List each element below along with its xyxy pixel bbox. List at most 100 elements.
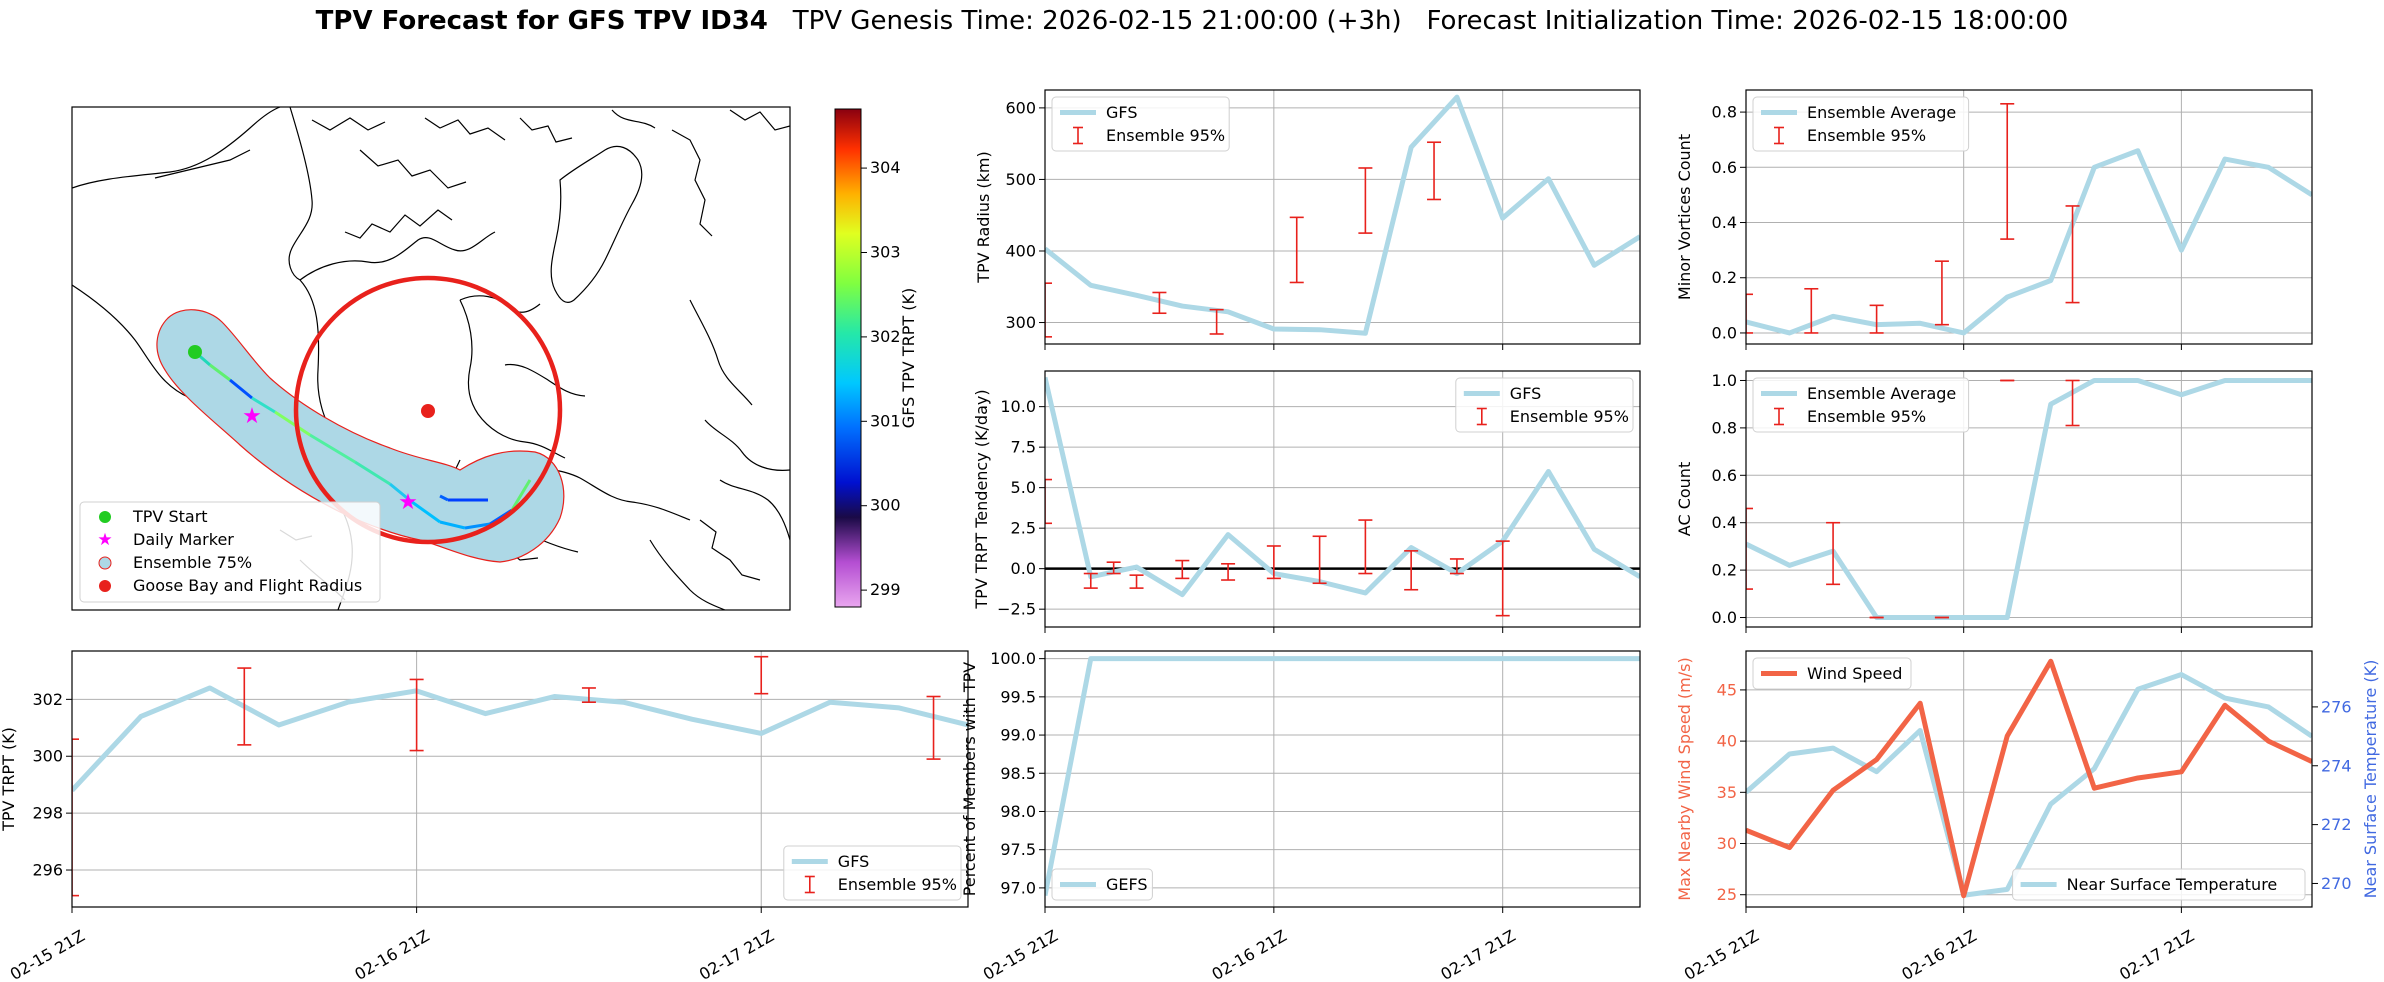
y-axis-label: AC Count xyxy=(1675,462,1694,536)
errorbar xyxy=(1129,574,1144,589)
y-tick-label: 0.8 xyxy=(1712,418,1737,437)
legend-label: GFS xyxy=(1510,384,1541,403)
errorbars xyxy=(1045,141,1442,338)
chart-legend-box xyxy=(1752,657,1912,690)
y-tick-label: 0.4 xyxy=(1712,513,1737,532)
plot-frame xyxy=(71,650,969,908)
y-tick-label: 0.0 xyxy=(1712,608,1737,627)
chart-legend: GFS Ensemble 95% xyxy=(1051,96,1230,152)
plot-frame xyxy=(1745,370,2313,628)
x-tick-label: 02-17 21Z xyxy=(2116,926,2197,982)
chart-legend-box xyxy=(1455,377,1634,433)
errorbar xyxy=(1404,550,1419,591)
y-tick-label: 0.2 xyxy=(1712,561,1737,580)
series-group xyxy=(1045,376,1640,598)
chart-members: 97.0 97.5 98.0 98.5 99.0 99.5 100.0 Percent of … xyxy=(960,649,1641,982)
series-group xyxy=(1045,656,1640,897)
plot-frame xyxy=(1044,650,1641,908)
errorbars xyxy=(1746,379,2080,619)
series-line xyxy=(1045,376,1640,598)
errorbar xyxy=(2000,103,2015,240)
colorbar-tick-label: 301 xyxy=(870,411,901,430)
y-tick-label: 298 xyxy=(32,804,63,823)
y-tick-label: 0.6 xyxy=(1712,466,1737,485)
plot-frame xyxy=(1044,370,1641,628)
series-group xyxy=(1746,658,2312,899)
legend-label: GEFS xyxy=(1106,875,1148,894)
x-tick-label: 02-16 21Z xyxy=(1898,926,1979,982)
series-group xyxy=(1746,148,2312,336)
plot-frame xyxy=(1044,89,1641,345)
chart-legend-box xyxy=(1051,868,1153,901)
y-axis-label: TPV TRPT Tendency (K/day) xyxy=(972,389,991,609)
errorbar xyxy=(1495,540,1510,617)
daily-marker-2: ★ xyxy=(398,490,418,515)
y-right-tick-label: 274 xyxy=(2321,756,2352,775)
errorbar xyxy=(409,678,424,752)
errorbar xyxy=(1312,535,1327,585)
series-group xyxy=(72,685,968,793)
colorbar-fill xyxy=(834,108,862,608)
colorbar-label: GFS TPV TRPT (K) xyxy=(899,288,918,428)
title-genesis-time: TPV Genesis Time: 2026-02-15 21:00:00 (+… xyxy=(792,6,1402,36)
green-circle-icon xyxy=(99,511,111,523)
chart-legend-box xyxy=(2012,868,2306,901)
series-line xyxy=(1045,94,1640,336)
y-tick-label: 2.5 xyxy=(1011,519,1036,538)
colorbar-tick-label: 300 xyxy=(870,496,901,515)
red-circle-icon xyxy=(99,580,111,592)
series-line xyxy=(1746,148,2312,336)
chart-legend: Ensemble Average Ensemble 95% xyxy=(1752,96,1970,152)
lightblue-patch-icon xyxy=(98,556,112,570)
y-tick-label: 97.0 xyxy=(1000,878,1036,897)
chart-ac: 0.0 0.2 0.4 0.6 0.8 1.0 AC Count Ensemble Avera… xyxy=(1675,370,2313,633)
chart-legend: Near Surface Temperature xyxy=(2012,868,2306,901)
errorbar xyxy=(1804,287,1819,334)
y-axis-label: TPV Radius (km) xyxy=(974,151,993,284)
errorbar xyxy=(1746,293,1753,334)
chart-wind_temp: 25 30 35 40 45 270 272 274 276 Near Surface Tempe… xyxy=(1675,650,2380,982)
errorbar xyxy=(1934,260,1949,326)
y-tick-label: 296 xyxy=(32,861,63,880)
errorbar xyxy=(1209,308,1224,335)
chart-trpt: 296 298 300 302 TPV TRPT (K) 02-15 21Z 02-16 2… xyxy=(0,650,969,982)
legend-label: GFS xyxy=(1106,103,1137,122)
y-tick-label: 30 xyxy=(1717,834,1737,853)
x-tick-label: 02-16 21Z xyxy=(351,926,432,982)
figure-title: TPV Forecast for GFS TPV ID34 TPV Genesi… xyxy=(0,6,2384,36)
series-group xyxy=(1746,377,2312,621)
colorbar-tick-label: 299 xyxy=(870,580,901,599)
magenta-star-icon: ★ xyxy=(97,530,112,550)
y-right-axis-label: Near Surface Temperature (K) xyxy=(2361,660,2380,899)
series-group xyxy=(1045,94,1640,336)
tpv-start-marker xyxy=(188,345,202,359)
colorbar-tick-label: 302 xyxy=(870,327,901,346)
errorbar xyxy=(2065,205,2080,304)
chart-legend-box xyxy=(783,845,962,901)
chart-legend: GFS Ensemble 95% xyxy=(783,845,962,901)
errorbar xyxy=(2065,379,2080,427)
y-tick-label: 0.4 xyxy=(1712,213,1737,232)
chart-radius: 300 400 500 600 TPV Radius (km) GFS Ensemble 9… xyxy=(974,89,1641,350)
y-tick-label: −2.5 xyxy=(997,600,1036,619)
y-right-tick-label: 272 xyxy=(2321,815,2352,834)
y-tick-label: 0.2 xyxy=(1712,268,1737,287)
errorbars xyxy=(1045,478,1510,617)
y-tick-label: 40 xyxy=(1717,732,1737,751)
title-init-time: Forecast Initialization Time: 2026-02-15… xyxy=(1426,6,2069,36)
y-tick-label: 300 xyxy=(1005,313,1036,332)
x-tick-label: 02-15 21Z xyxy=(1681,926,1762,982)
errorbar xyxy=(1045,282,1052,338)
y-tick-label: 7.5 xyxy=(1011,438,1036,457)
map-legend-label: TPV Start xyxy=(132,507,208,526)
y-tick-label: 0.6 xyxy=(1712,158,1737,177)
map-legend-label: Daily Marker xyxy=(133,530,234,549)
y-axis-label: Minor Vortices Count xyxy=(1675,134,1694,300)
x-tick-label: 02-15 21Z xyxy=(7,926,88,982)
errorbar xyxy=(1869,304,1884,334)
errorbar xyxy=(1106,561,1121,575)
map-legend-label: Goose Bay and Flight Radius xyxy=(133,576,362,595)
title-storm-id: TPV Forecast for GFS TPV ID34 xyxy=(315,6,768,36)
goose-bay-marker xyxy=(421,404,435,418)
